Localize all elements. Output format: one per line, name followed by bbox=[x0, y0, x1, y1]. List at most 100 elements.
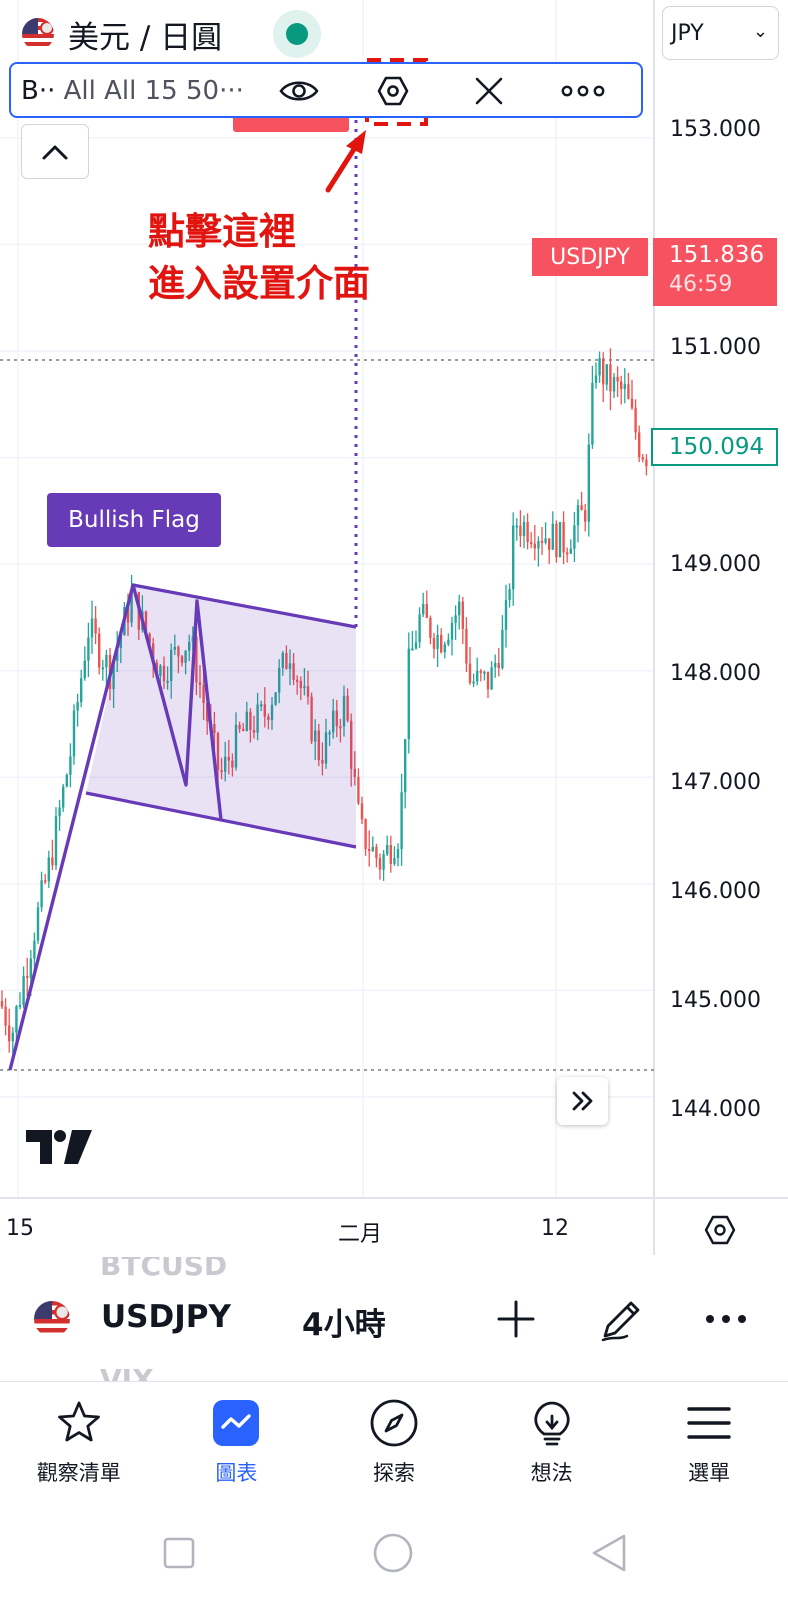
nav-watchlist[interactable]: 觀察清單 bbox=[0, 1383, 158, 1501]
scroll-to-realtime-button[interactable] bbox=[557, 1077, 608, 1125]
price-tick-label: 145.000 bbox=[670, 988, 761, 1013]
annotation-arrow-head bbox=[346, 130, 366, 154]
chart-area[interactable]: 153.000 151.000 149.000 148.000 147.000 … bbox=[0, 0, 788, 1255]
candle-body bbox=[342, 695, 346, 727]
time-tick-label: 二月 bbox=[338, 1222, 383, 1247]
symbol-title[interactable]: 美元 / 日圓 bbox=[22, 12, 222, 56]
candle-body bbox=[180, 656, 184, 663]
interval-selector[interactable]: 4小時 bbox=[302, 1307, 386, 1343]
settings-button[interactable] bbox=[369, 70, 417, 112]
candle-body bbox=[623, 384, 626, 389]
square-icon bbox=[163, 1537, 195, 1569]
candle-body bbox=[324, 732, 328, 764]
recent-apps-button[interactable] bbox=[154, 1530, 204, 1576]
drawing-toolbar[interactable]: B·· All All 15 50··· bbox=[9, 62, 643, 118]
candle-body bbox=[443, 644, 446, 653]
candle-body bbox=[252, 729, 256, 733]
price-tick-label: 144.000 bbox=[670, 1097, 761, 1122]
candle-body bbox=[220, 770, 223, 773]
drawing-name-prefix: B·· bbox=[21, 76, 56, 106]
visibility-button[interactable] bbox=[275, 70, 323, 112]
candle-body bbox=[400, 792, 403, 850]
candle-body bbox=[119, 635, 122, 648]
candle-body bbox=[375, 846, 378, 859]
more-options-button[interactable] bbox=[559, 70, 607, 112]
candle-body bbox=[0, 1001, 4, 1007]
candle-body bbox=[314, 730, 317, 742]
candle-body bbox=[371, 846, 374, 851]
candle-body bbox=[641, 457, 644, 460]
drawing-name-rest: All All 15 50··· bbox=[55, 76, 244, 106]
candle-body bbox=[418, 614, 421, 643]
currency-select[interactable]: JPY ⌄ bbox=[662, 6, 779, 60]
candle-body bbox=[44, 880, 47, 883]
candle-body bbox=[58, 807, 61, 817]
us-flag-icon bbox=[34, 1301, 70, 1337]
nav-label: 選單 bbox=[688, 1461, 731, 1485]
candle-body bbox=[602, 358, 605, 385]
candle-body bbox=[360, 803, 364, 820]
nav-label: 圖表 bbox=[215, 1461, 258, 1485]
candle-body bbox=[29, 958, 32, 978]
candle-body bbox=[450, 622, 454, 640]
compass-icon bbox=[366, 1395, 422, 1451]
nav-ideas[interactable]: 想法 bbox=[473, 1383, 631, 1501]
candle-body bbox=[425, 604, 428, 618]
candle-body bbox=[40, 880, 43, 908]
annotation-line: 進入設置介面 bbox=[148, 262, 370, 305]
nav-label: 探索 bbox=[372, 1461, 415, 1485]
candle-body bbox=[292, 663, 295, 680]
candle-body bbox=[173, 646, 176, 650]
candle-body bbox=[638, 432, 641, 458]
candle-body bbox=[346, 695, 349, 721]
candle-body bbox=[357, 776, 360, 804]
candle-body bbox=[144, 611, 148, 634]
candle-body bbox=[429, 617, 432, 639]
candle-body bbox=[630, 398, 634, 408]
pattern-label[interactable]: Bullish Flag bbox=[47, 493, 221, 547]
candle-body bbox=[36, 907, 40, 941]
candle-body bbox=[170, 649, 173, 681]
compare-symbol-button[interactable] bbox=[488, 1293, 544, 1345]
market-status-indicator[interactable] bbox=[273, 10, 321, 58]
symbol-bar[interactable]: BTCUSD USDJPY 4小時 VIX bbox=[0, 1257, 788, 1382]
candle-body bbox=[188, 641, 191, 651]
candle-body bbox=[533, 543, 536, 549]
candle-body bbox=[580, 505, 583, 511]
candle-body bbox=[609, 364, 612, 392]
candle-body bbox=[15, 1006, 18, 1033]
candle-body bbox=[508, 589, 511, 601]
flag-fill bbox=[86, 585, 356, 847]
nav-explore[interactable]: 探索 bbox=[315, 1383, 473, 1501]
candle-body bbox=[328, 732, 331, 735]
candlestick-series bbox=[0, 348, 648, 1057]
collapse-legend-button[interactable] bbox=[21, 124, 89, 179]
candle-body bbox=[411, 648, 414, 651]
home-button[interactable] bbox=[368, 1530, 418, 1576]
back-button[interactable] bbox=[584, 1530, 634, 1576]
bottom-navigation[interactable]: 觀察清單 圖表 探索 想法 bbox=[0, 1383, 788, 1501]
more-options-button[interactable] bbox=[698, 1293, 754, 1345]
candle-body bbox=[490, 667, 493, 690]
candle-body bbox=[90, 618, 94, 638]
adjacent-symbol-above[interactable]: BTCUSD bbox=[100, 1257, 228, 1282]
symbol-name[interactable]: USDJPY bbox=[101, 1299, 231, 1335]
drawing-name[interactable]: B·· All All 15 50··· bbox=[21, 76, 244, 106]
last-price: 151.836 bbox=[669, 242, 765, 268]
candle-body bbox=[616, 377, 619, 382]
candle-body bbox=[353, 768, 356, 777]
circle-icon bbox=[373, 1533, 413, 1573]
drawing-tools-button[interactable] bbox=[594, 1293, 650, 1345]
candle-body bbox=[530, 542, 533, 545]
price-tick-label: 153.000 bbox=[670, 117, 761, 142]
chart-settings-button[interactable] bbox=[696, 1206, 744, 1254]
chart-canvas[interactable] bbox=[0, 0, 788, 1255]
candle-body bbox=[184, 650, 187, 663]
nav-chart[interactable]: 圖表 bbox=[158, 1383, 316, 1501]
candle-body bbox=[224, 756, 227, 772]
nav-menu[interactable]: 選單 bbox=[630, 1383, 788, 1501]
adjacent-symbol-below[interactable]: VIX bbox=[100, 1363, 154, 1382]
candle-body bbox=[72, 710, 76, 757]
candle-body bbox=[645, 459, 648, 467]
remove-drawing-button[interactable] bbox=[465, 70, 513, 112]
